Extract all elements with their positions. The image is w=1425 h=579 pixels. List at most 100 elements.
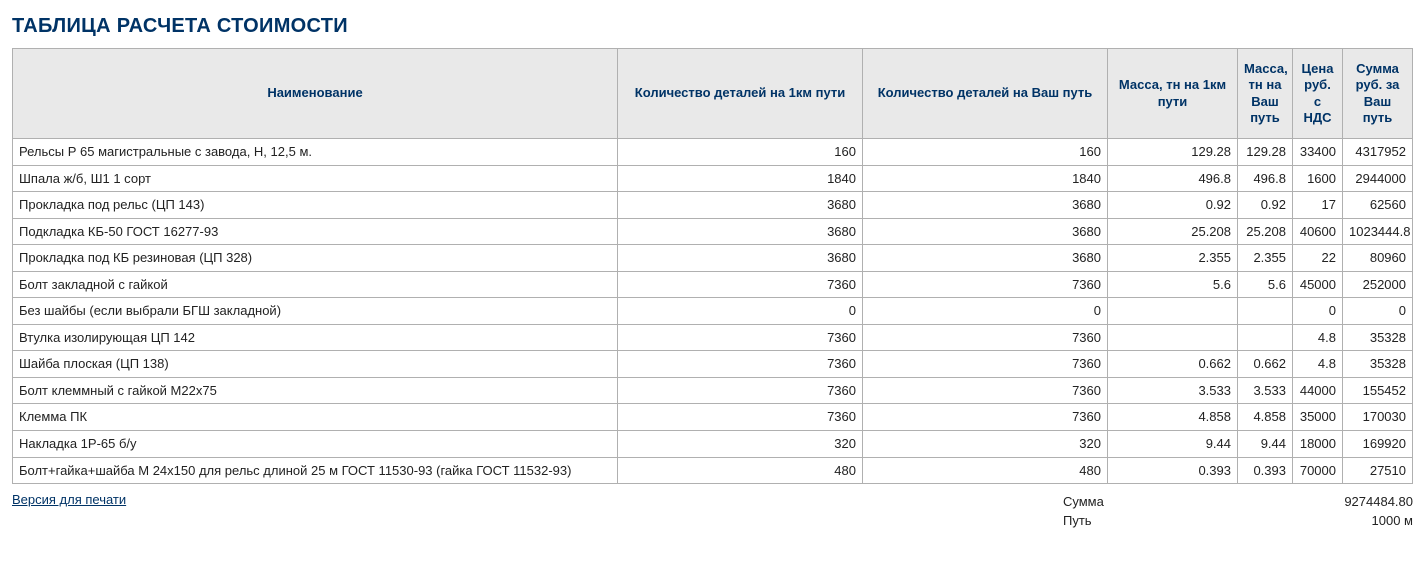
cell-qty_path: 480 xyxy=(863,457,1108,484)
cell-mass_per_km: 5.6 xyxy=(1108,271,1238,298)
table-row: Шпала ж/б, Ш1 1 сорт18401840496.8496.816… xyxy=(13,165,1413,192)
cell-sum: 35328 xyxy=(1343,351,1413,378)
cell-sum: 155452 xyxy=(1343,377,1413,404)
cell-price: 22 xyxy=(1293,245,1343,272)
cell-qty_per_km: 7360 xyxy=(618,351,863,378)
totals-block: Сумма 9274484.80 Путь 1000 м xyxy=(1063,492,1413,530)
cell-qty_per_km: 3680 xyxy=(618,192,863,219)
table-row: Болт закладной с гайкой736073605.65.6450… xyxy=(13,271,1413,298)
cell-mass_per_km: 129.28 xyxy=(1108,139,1238,166)
cell-mass_path: 4.858 xyxy=(1238,404,1293,431)
col-header-price: Цена руб. с НДС xyxy=(1293,49,1343,139)
cell-qty_per_km: 7360 xyxy=(618,324,863,351)
cell-qty_path: 160 xyxy=(863,139,1108,166)
cell-qty_path: 7360 xyxy=(863,324,1108,351)
col-header-qty_path: Количество деталей на Ваш путь xyxy=(863,49,1108,139)
cell-price: 17 xyxy=(1293,192,1343,219)
cell-sum: 169920 xyxy=(1343,431,1413,458)
totals-path-value: 1000 м xyxy=(1293,513,1413,528)
cost-table-body: Рельсы Р 65 магистральные с завода, Н, 1… xyxy=(13,139,1413,484)
table-row: Втулка изолирующая ЦП 142736073604.83532… xyxy=(13,324,1413,351)
cell-sum: 35328 xyxy=(1343,324,1413,351)
cell-qty_path: 7360 xyxy=(863,404,1108,431)
cell-name: Болт+гайка+шайба М 24х150 для рельс длин… xyxy=(13,457,618,484)
cell-name: Болт клеммный с гайкой М22х75 xyxy=(13,377,618,404)
cell-price: 1600 xyxy=(1293,165,1343,192)
cell-sum: 4317952 xyxy=(1343,139,1413,166)
cell-sum: 80960 xyxy=(1343,245,1413,272)
cell-qty_path: 320 xyxy=(863,431,1108,458)
cost-table-head: НаименованиеКоличество деталей на 1км пу… xyxy=(13,49,1413,139)
cell-price: 0 xyxy=(1293,298,1343,325)
cell-qty_path: 3680 xyxy=(863,192,1108,219)
cell-qty_path: 7360 xyxy=(863,377,1108,404)
cost-table-header-row: НаименованиеКоличество деталей на 1км пу… xyxy=(13,49,1413,139)
cell-qty_per_km: 3680 xyxy=(618,218,863,245)
cell-price: 45000 xyxy=(1293,271,1343,298)
cell-mass_per_km: 0.92 xyxy=(1108,192,1238,219)
cell-name: Болт закладной с гайкой xyxy=(13,271,618,298)
cell-qty_path: 0 xyxy=(863,298,1108,325)
cell-qty_path: 3680 xyxy=(863,218,1108,245)
table-row: Без шайбы (если выбрали БГШ закладной)00… xyxy=(13,298,1413,325)
table-row: Шайба плоская (ЦП 138)736073600.6620.662… xyxy=(13,351,1413,378)
cell-mass_per_km xyxy=(1108,324,1238,351)
cell-mass_path: 3.533 xyxy=(1238,377,1293,404)
cell-sum: 27510 xyxy=(1343,457,1413,484)
cell-mass_path xyxy=(1238,298,1293,325)
cell-name: Шайба плоская (ЦП 138) xyxy=(13,351,618,378)
cell-mass_path: 2.355 xyxy=(1238,245,1293,272)
col-header-qty_per_km: Количество деталей на 1км пути xyxy=(618,49,863,139)
cell-mass_per_km: 0.393 xyxy=(1108,457,1238,484)
cell-sum: 0 xyxy=(1343,298,1413,325)
totals-path-row: Путь 1000 м xyxy=(1063,511,1413,530)
table-row: Накладка 1Р-65 б/у3203209.449.4418000169… xyxy=(13,431,1413,458)
cell-mass_path: 496.8 xyxy=(1238,165,1293,192)
cell-mass_path: 25.208 xyxy=(1238,218,1293,245)
cell-mass_per_km: 2.355 xyxy=(1108,245,1238,272)
totals-sum-label: Сумма xyxy=(1063,494,1123,509)
cell-price: 44000 xyxy=(1293,377,1343,404)
cell-sum: 2944000 xyxy=(1343,165,1413,192)
cell-price: 40600 xyxy=(1293,218,1343,245)
totals-sum-value: 9274484.80 xyxy=(1293,494,1413,509)
cell-qty_per_km: 0 xyxy=(618,298,863,325)
cell-mass_path: 0.92 xyxy=(1238,192,1293,219)
col-header-mass_per_km: Масса, тн на 1км пути xyxy=(1108,49,1238,139)
table-row: Болт клеммный с гайкой М22х75736073603.5… xyxy=(13,377,1413,404)
cell-mass_per_km: 3.533 xyxy=(1108,377,1238,404)
page-title: ТАБЛИЦА РАСЧЕТА СТОИМОСТИ xyxy=(12,15,1413,38)
cell-sum: 170030 xyxy=(1343,404,1413,431)
cell-qty_path: 3680 xyxy=(863,245,1108,272)
table-row: Болт+гайка+шайба М 24х150 для рельс длин… xyxy=(13,457,1413,484)
cell-qty_per_km: 3680 xyxy=(618,245,863,272)
cell-mass_per_km: 0.662 xyxy=(1108,351,1238,378)
cell-price: 4.8 xyxy=(1293,351,1343,378)
cell-mass_per_km: 4.858 xyxy=(1108,404,1238,431)
cell-mass_path xyxy=(1238,324,1293,351)
cell-price: 33400 xyxy=(1293,139,1343,166)
cell-mass_path: 0.662 xyxy=(1238,351,1293,378)
cell-price: 35000 xyxy=(1293,404,1343,431)
col-header-mass_path: Масса, тн на Ваш путь xyxy=(1238,49,1293,139)
cell-mass_per_km xyxy=(1108,298,1238,325)
table-row: Рельсы Р 65 магистральные с завода, Н, 1… xyxy=(13,139,1413,166)
print-link[interactable]: Версия для печати xyxy=(12,492,126,530)
cost-table: НаименованиеКоличество деталей на 1км пу… xyxy=(12,48,1413,484)
cell-name: Подкладка КБ-50 ГОСТ 16277-93 xyxy=(13,218,618,245)
table-row: Клемма ПК736073604.8584.85835000170030 xyxy=(13,404,1413,431)
cell-name: Накладка 1Р-65 б/у xyxy=(13,431,618,458)
cell-mass_path: 9.44 xyxy=(1238,431,1293,458)
cell-qty_path: 7360 xyxy=(863,351,1108,378)
table-row: Прокладка под рельс (ЦП 143)368036800.92… xyxy=(13,192,1413,219)
table-row: Прокладка под КБ резиновая (ЦП 328)36803… xyxy=(13,245,1413,272)
cost-table-page: ТАБЛИЦА РАСЧЕТА СТОИМОСТИ НаименованиеКо… xyxy=(0,0,1425,550)
cell-price: 4.8 xyxy=(1293,324,1343,351)
cell-qty_per_km: 7360 xyxy=(618,404,863,431)
footer-row: Версия для печати Сумма 9274484.80 Путь … xyxy=(12,492,1413,530)
cell-mass_path: 0.393 xyxy=(1238,457,1293,484)
cell-name: Рельсы Р 65 магистральные с завода, Н, 1… xyxy=(13,139,618,166)
cell-qty_per_km: 7360 xyxy=(618,377,863,404)
cell-qty_path: 1840 xyxy=(863,165,1108,192)
cell-name: Прокладка под КБ резиновая (ЦП 328) xyxy=(13,245,618,272)
